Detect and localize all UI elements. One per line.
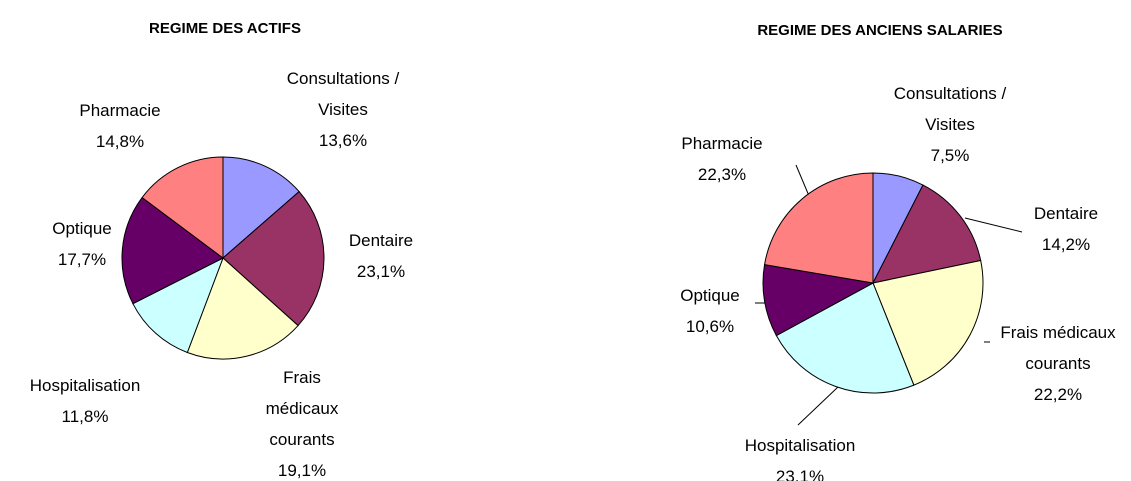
slice-label: Frais médicaux courants 22,2% [983, 317, 1131, 410]
category-label: Hospitalisation [744, 436, 856, 455]
pie-slice [872, 259, 984, 386]
pie-slice [186, 257, 299, 360]
chart-title: REGIME DES ACTIFS [149, 20, 301, 37]
pie-slice [222, 156, 300, 260]
category-label: Pharmacie [681, 134, 763, 153]
slice-label: Consultations / Visites 7,5% [870, 78, 1030, 171]
value-label: 10,6% [685, 317, 735, 336]
category-label: Consultations / Visites [893, 84, 1007, 134]
value-label: 13,6% [318, 131, 368, 150]
value-label: 17,7% [57, 250, 107, 269]
leader-line [964, 217, 1023, 233]
value-label: 22,3% [697, 165, 747, 184]
value-label: 19,1% [277, 461, 327, 480]
pie-slice [872, 184, 982, 284]
value-label: 11,8% [61, 407, 109, 426]
slice-label: Optique 17,7% [32, 213, 132, 275]
category-label: Frais médicaux courants [1000, 323, 1116, 373]
pie-slice [775, 282, 915, 394]
slice-label: Consultations / Visites 13,6% [283, 63, 403, 156]
category-label: Dentaire [348, 231, 414, 250]
slice-label: Pharmacie 22,3% [667, 128, 777, 190]
leader-line [797, 386, 839, 426]
pie-slice [763, 172, 874, 284]
slice-label: Dentaire 14,2% [1016, 198, 1116, 260]
value-label: 22,2% [1033, 385, 1083, 404]
category-label: Consultations / Visites [286, 69, 400, 119]
slice-label: Hospitalisation 23,1% [725, 430, 875, 481]
value-label: 23,1% [356, 262, 406, 281]
slice-label: Pharmacie 14,8% [65, 95, 175, 157]
value-label: 14,8% [95, 132, 145, 151]
pie-slice [121, 196, 224, 305]
category-label: Optique [680, 286, 740, 305]
slice-label: Optique 10,6% [660, 280, 760, 342]
value-label: 14,2% [1041, 235, 1091, 254]
slice-label: Frais médicaux courants 19,1% [257, 362, 347, 481]
pie-slice [762, 264, 875, 337]
slice-label: Dentaire 23,1% [331, 225, 431, 287]
value-label: 7,5% [930, 146, 970, 165]
chart-title: REGIME DES ANCIENS SALARIES [757, 22, 1003, 39]
pie-slice [222, 190, 325, 327]
pie-slice [132, 256, 224, 354]
category-label: Frais médicaux courants [265, 368, 339, 449]
value-label: 23,1% [775, 467, 825, 481]
slice-label: Hospitalisation 11,8% [10, 370, 160, 432]
pie-slice [141, 156, 224, 259]
category-label: Optique [52, 219, 112, 238]
category-label: Pharmacie [79, 101, 161, 120]
category-label: Dentaire [1033, 204, 1099, 223]
category-label: Hospitalisation [29, 376, 141, 395]
